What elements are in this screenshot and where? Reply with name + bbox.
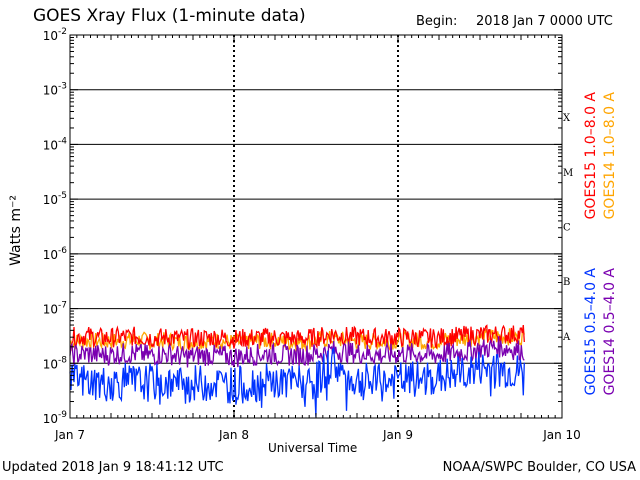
begin-label: Begin: [416,14,458,29]
y-tick-label: 10-5 [43,191,67,207]
y-tick-label: 10-3 [43,82,67,98]
flare-class-label: A [562,332,571,343]
x-tick-label: Jan 8 [218,428,249,442]
y-tick-label: 10-6 [43,246,68,262]
chart-title: GOES Xray Flux (1-minute data) [33,6,306,26]
series-goes14-short [69,336,525,368]
y-tick-label: 10-7 [43,301,67,317]
y-tick-label: 10-2 [43,27,67,43]
y-tick-label: 10-9 [43,410,68,426]
updated-timestamp: Updated 2018 Jan 9 18:41:12 UTC [2,460,224,475]
series-goes15-short [69,346,525,417]
flare-class-label: X [563,113,571,124]
begin-value: 2018 Jan 7 0000 UTC [476,14,613,29]
y-tick-label: 10-4 [43,136,68,152]
y-tick-label: 10-8 [43,355,68,371]
flare-class-label: M [563,168,573,179]
flare-class-label: B [563,277,570,288]
legend-goes14-long: GOES14 1.0–8.0 A [602,92,618,220]
x-tick-label: Jan 9 [382,428,413,442]
grid-layer [70,35,562,418]
x-tick-label: Jan 10 [542,428,581,442]
legend-goes15-short: GOES15 0.5–4.0 A [583,268,599,396]
series-layer [69,324,525,417]
x-axis-label: Universal Time [268,441,358,455]
axis-layer: 10-9 10-8 10-7 10-6 10-5 10-4 10-3 10-2 Jan 7 Jan… [43,27,581,442]
credit-text: NOAA/SWPC Boulder, CO USA [442,460,636,475]
flare-class-label: C [563,223,571,234]
legend-goes14-short: GOES14 0.5–4.0 A [602,268,618,396]
legend-goes15-long: GOES15 1.0–8.0 A [583,92,599,220]
x-tick-label: Jan 7 [54,428,85,442]
y-axis-label: Watts m⁻² [8,195,24,266]
